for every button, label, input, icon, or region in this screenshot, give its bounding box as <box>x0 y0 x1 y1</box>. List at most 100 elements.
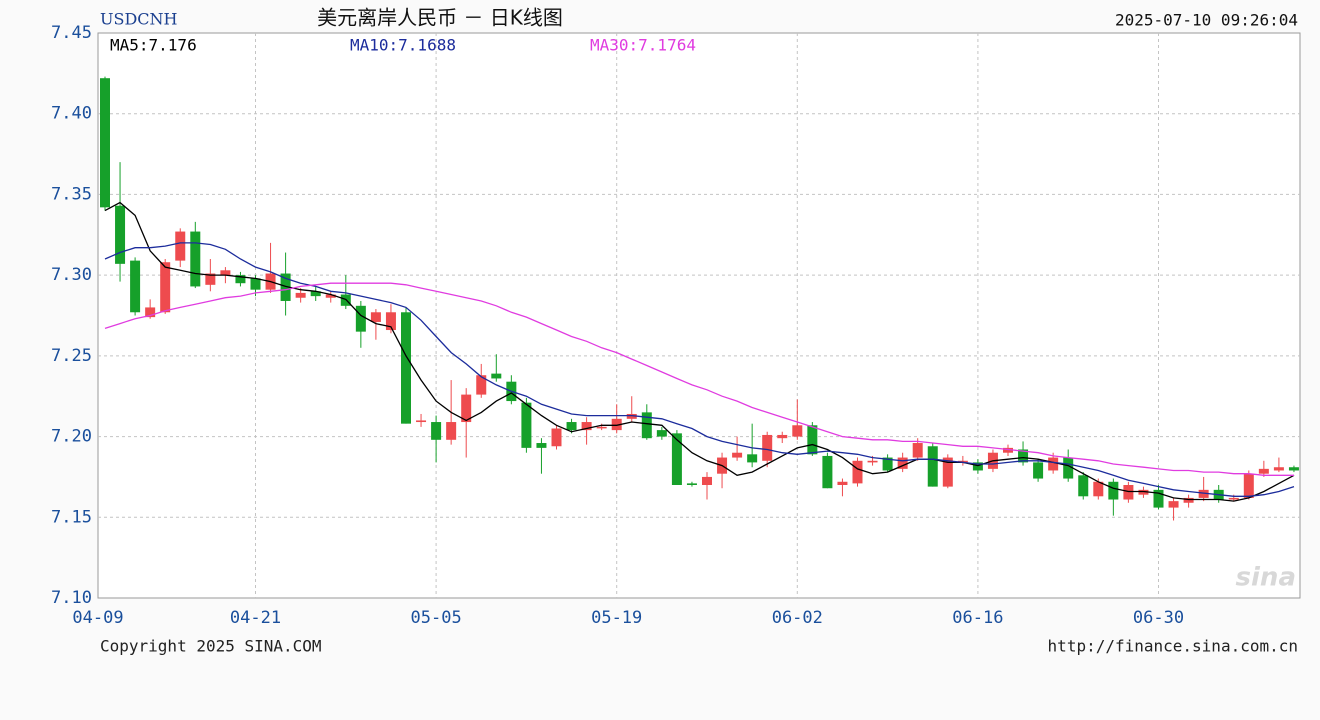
candle-body <box>927 446 938 487</box>
candle-body <box>521 402 532 448</box>
candle-body <box>1138 489 1149 495</box>
candle-body <box>1153 489 1164 508</box>
candle-body <box>897 457 908 469</box>
y-tick-label: 7.25 <box>51 346 92 366</box>
candle-body <box>100 78 110 208</box>
x-tick-label: 06-16 <box>952 608 1003 628</box>
candle-body <box>310 291 321 297</box>
candle-body <box>1168 501 1179 508</box>
candle-body <box>972 462 983 471</box>
candle-body <box>190 231 201 287</box>
candle-body <box>295 292 306 298</box>
candle-body <box>1258 468 1269 474</box>
x-tick-label: 06-02 <box>772 608 823 628</box>
candle-body <box>175 231 186 261</box>
candle-body <box>1288 467 1299 471</box>
legend-entry: MA10:7.1688 <box>350 36 456 55</box>
candle-body <box>792 425 803 437</box>
candle-body <box>822 455 833 489</box>
candle-body <box>385 312 396 331</box>
candle-body <box>1018 449 1029 463</box>
candle-body <box>145 307 156 318</box>
candle-body <box>250 278 261 290</box>
candle-body <box>747 454 758 463</box>
candle-body <box>280 273 291 301</box>
candle-body <box>957 460 968 463</box>
candle-body <box>732 452 743 458</box>
candle-body <box>852 460 863 484</box>
candle-body <box>837 481 848 485</box>
candle-body <box>1198 489 1209 498</box>
y-tick-label: 7.30 <box>51 265 92 285</box>
ma-line <box>104 201 1295 502</box>
ma-line <box>104 242 1295 497</box>
y-tick-label: 7.40 <box>51 104 92 124</box>
plot-marks <box>100 76 1299 521</box>
candle-body <box>1243 473 1254 498</box>
plot-area <box>97 32 1301 599</box>
candle-body <box>130 260 141 313</box>
x-tick-label: 04-21 <box>230 608 281 628</box>
candle-body <box>1108 481 1119 500</box>
candle-body <box>115 205 126 264</box>
candle-body <box>355 305 366 332</box>
candle-body <box>1123 485 1134 500</box>
candle-body <box>160 262 171 313</box>
candle-body <box>566 422 577 431</box>
candle-body <box>912 443 923 458</box>
x-tick-label: 04-09 <box>72 608 123 628</box>
timestamp: 2025-07-10 09:26:04 <box>1115 11 1298 30</box>
url: http://finance.sina.com.cn <box>1048 637 1298 656</box>
candle-body <box>596 426 607 429</box>
watermark: sina <box>1236 563 1296 593</box>
candle-body <box>867 460 878 463</box>
candle-body <box>1228 497 1239 500</box>
candle-body <box>671 433 682 485</box>
candle-body <box>1273 467 1284 471</box>
candle-body <box>702 476 712 485</box>
x-tick-label: 05-19 <box>591 608 642 628</box>
candle-body <box>656 430 667 437</box>
candle-body <box>1063 457 1074 479</box>
candle-body <box>1048 457 1059 471</box>
candle-body <box>1183 497 1194 503</box>
candle-body <box>1033 462 1044 479</box>
candle-body <box>401 312 411 424</box>
candle-body <box>1003 447 1013 453</box>
copyright: Copyright 2025 SINA.COM <box>100 637 322 656</box>
candle-body <box>1093 481 1104 497</box>
candle-body <box>220 270 231 276</box>
y-tick-label: 7.10 <box>51 588 92 608</box>
symbol: USDCNH <box>100 10 178 29</box>
candle-body <box>325 294 336 298</box>
y-tick-label: 7.45 <box>51 23 92 43</box>
candle-body <box>205 273 216 285</box>
candle-body <box>536 443 547 448</box>
y-tick-label: 7.35 <box>51 184 92 204</box>
y-tick-label: 7.20 <box>51 427 92 447</box>
candle-body <box>476 375 487 395</box>
candle-body <box>942 457 953 487</box>
candle-body <box>235 275 246 284</box>
candle-body <box>882 457 893 471</box>
legend-entry: MA5:7.176 <box>110 36 197 55</box>
candle-body <box>370 312 381 322</box>
candle-body <box>777 434 788 439</box>
candle-body <box>626 413 637 419</box>
candle-body <box>431 422 442 440</box>
y-tick-label: 7.15 <box>51 507 92 527</box>
candle-body <box>641 412 652 439</box>
x-tick-label: 05-05 <box>411 608 462 628</box>
candle-body <box>686 483 697 485</box>
candle-body <box>762 434 773 461</box>
candle-body <box>491 373 502 379</box>
candle-body <box>416 420 427 423</box>
candle-body <box>1078 475 1089 497</box>
candle-body <box>581 422 592 431</box>
x-tick-label: 06-30 <box>1133 608 1184 628</box>
ma-line <box>104 282 1294 476</box>
candle-body <box>446 422 457 440</box>
chart-title: 美元离岸人民币 － 日K线图 <box>317 6 563 30</box>
candle-body <box>551 428 562 447</box>
